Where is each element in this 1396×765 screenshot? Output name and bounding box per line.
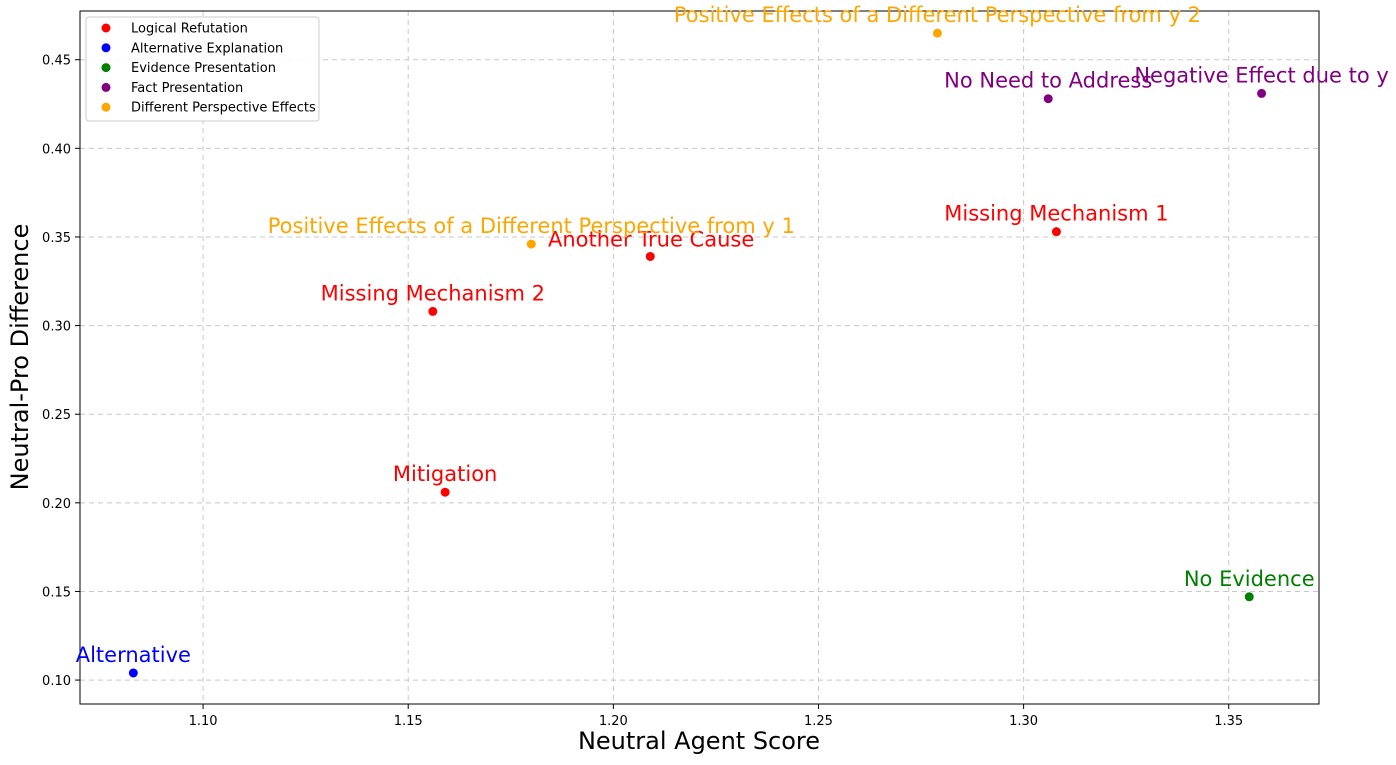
data-label: Negative Effect due to y: [1134, 63, 1388, 87]
legend-label: Different Perspective Effects: [131, 101, 316, 116]
y-tick-label: 0.20: [42, 497, 71, 512]
legend-box: [85, 16, 320, 122]
data-point: [428, 306, 438, 316]
x-tick-label: 1.25: [804, 714, 833, 729]
data-label: No Need to Address: [944, 69, 1152, 93]
y-axis-title: Neutral-Pro Difference: [6, 224, 34, 491]
legend-label: Alternative Explanation: [131, 41, 283, 56]
x-axis-ticks: 1.10 1.15 1.20 1.25 1.30 1.35: [189, 704, 1243, 729]
x-tick-label: 1.15: [394, 714, 423, 729]
x-axis-title: Neutral Agent Score: [578, 727, 820, 755]
data-point: [1244, 592, 1254, 602]
y-tick-label: 0.25: [42, 408, 71, 423]
legend-label: Evidence Presentation: [131, 61, 276, 76]
legend-marker: [101, 82, 111, 92]
data-point: [1051, 227, 1061, 237]
data-label: Missing Mechanism 2: [321, 281, 545, 305]
data-label: Positive Effects of a Different Perspect…: [674, 3, 1201, 27]
data-labels: Missing Mechanism 1 Another True Cause Mis…: [76, 3, 1389, 667]
x-tick-label: 1.10: [189, 714, 218, 729]
y-tick-label: 0.35: [42, 231, 71, 246]
x-tick-label: 1.30: [1009, 714, 1038, 729]
data-point: [645, 251, 655, 261]
data-point: [1043, 94, 1053, 104]
legend: Logical Refutation Alternative Explanatio…: [85, 16, 320, 122]
x-tick-label: 1.35: [1214, 714, 1243, 729]
data-point: [1257, 88, 1267, 98]
plot-area: [79, 10, 1320, 705]
legend-label: Fact Presentation: [131, 81, 243, 96]
y-tick-label: 0.45: [42, 54, 71, 69]
y-tick-label: 0.15: [42, 585, 71, 600]
legend-marker: [101, 43, 111, 53]
data-label: Another True Cause: [548, 227, 754, 251]
legend-marker: [101, 102, 111, 112]
data-label: Missing Mechanism 1: [944, 202, 1168, 226]
data-point: [526, 239, 536, 249]
y-tick-label: 0.10: [42, 674, 71, 689]
data-point: [128, 668, 138, 678]
x-tick-label: 1.20: [599, 714, 628, 729]
grid: [80, 11, 1319, 704]
y-axis-ticks: 0.10 0.15 0.20 0.25 0.30 0.35 0.40 0.45: [42, 54, 80, 689]
y-tick-label: 0.30: [42, 320, 71, 335]
data-label: Positive Effects of a Different Perspect…: [268, 214, 795, 238]
y-tick-label: 0.40: [42, 142, 71, 157]
data-points: [128, 28, 1267, 678]
legend-marker: [101, 63, 111, 73]
data-point: [932, 28, 942, 38]
data-point: [440, 487, 450, 497]
data-label: No Evidence: [1184, 567, 1315, 591]
data-label: Alternative: [76, 643, 191, 667]
legend-marker: [101, 23, 111, 33]
legend-label: Logical Refutation: [131, 22, 248, 37]
data-label: Mitigation: [393, 462, 497, 486]
